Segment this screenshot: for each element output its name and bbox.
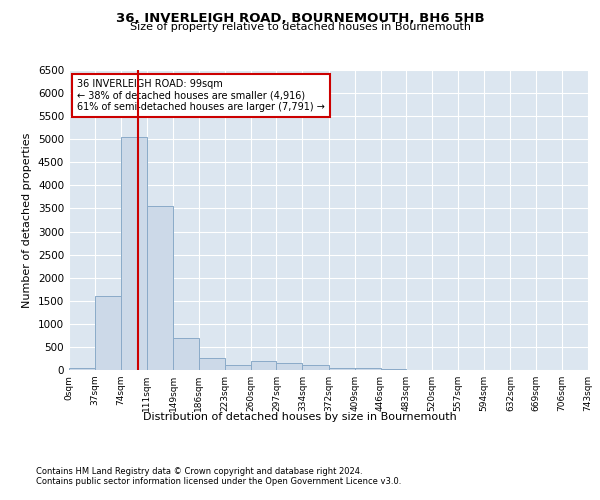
- Text: Contains HM Land Registry data © Crown copyright and database right 2024.: Contains HM Land Registry data © Crown c…: [36, 468, 362, 476]
- Text: 36, INVERLEIGH ROAD, BOURNEMOUTH, BH6 5HB: 36, INVERLEIGH ROAD, BOURNEMOUTH, BH6 5H…: [116, 12, 484, 26]
- Text: Distribution of detached houses by size in Bournemouth: Distribution of detached houses by size …: [143, 412, 457, 422]
- Text: 36 INVERLEIGH ROAD: 99sqm
← 38% of detached houses are smaller (4,916)
61% of se: 36 INVERLEIGH ROAD: 99sqm ← 38% of detac…: [77, 79, 325, 112]
- Text: Contains public sector information licensed under the Open Government Licence v3: Contains public sector information licen…: [36, 478, 401, 486]
- Bar: [225, 366, 251, 370]
- Text: Size of property relative to detached houses in Bournemouth: Size of property relative to detached ho…: [130, 22, 470, 32]
- Bar: [380, 368, 406, 370]
- Bar: [95, 296, 121, 370]
- Y-axis label: Number of detached properties: Number of detached properties: [22, 132, 32, 308]
- Bar: [199, 358, 225, 370]
- Bar: [329, 368, 355, 370]
- Bar: [302, 366, 329, 370]
- Bar: [146, 206, 173, 370]
- Bar: [173, 338, 199, 370]
- Bar: [121, 137, 146, 370]
- Bar: [355, 368, 380, 370]
- Bar: [69, 368, 95, 370]
- Bar: [277, 363, 302, 370]
- Bar: [251, 361, 277, 370]
